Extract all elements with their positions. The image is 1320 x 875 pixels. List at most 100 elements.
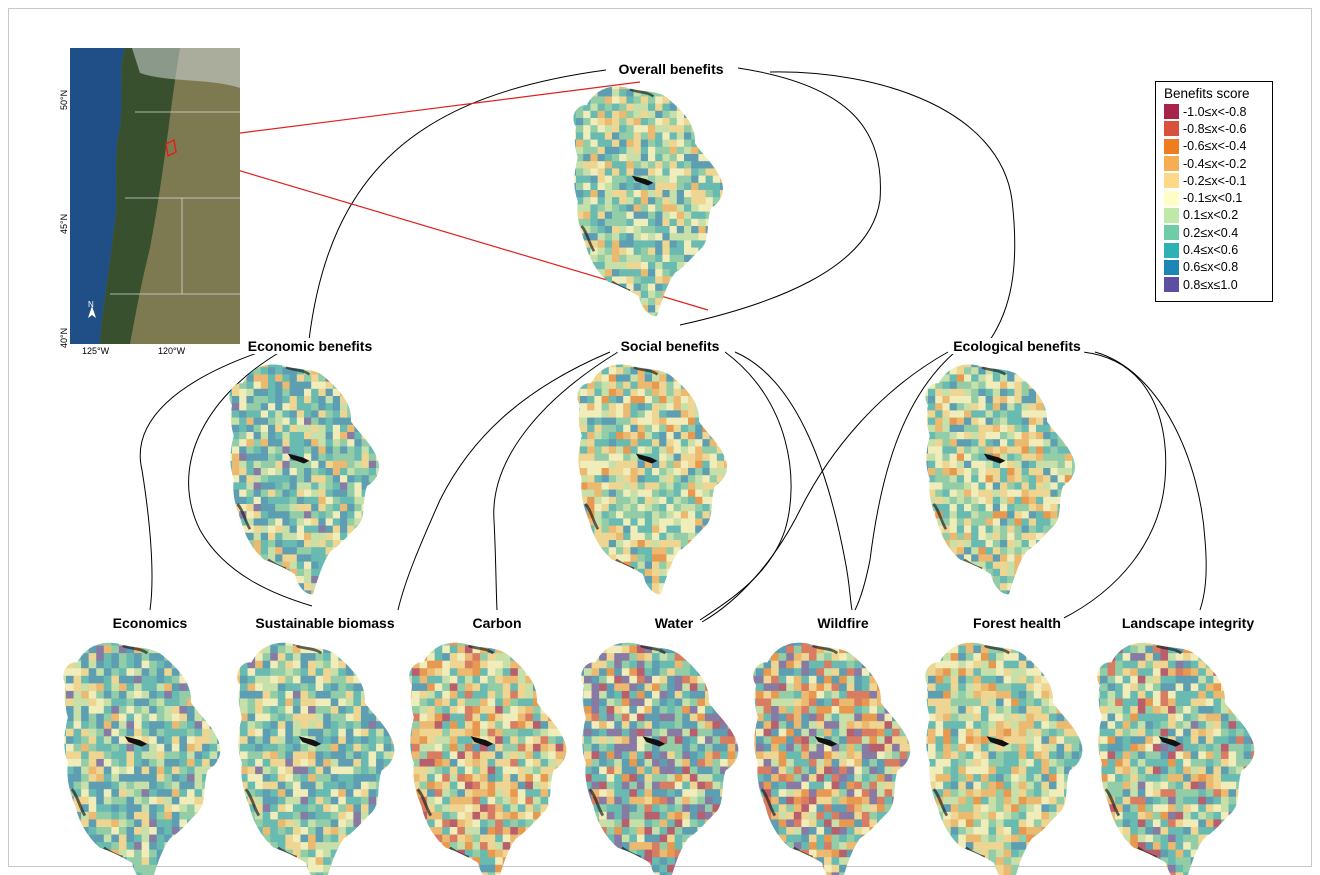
map-cell [935,396,943,404]
map-cell [126,713,135,722]
map-cell [978,453,987,462]
map-cell [164,690,173,699]
map-cell [1050,511,1059,519]
map-cell [361,583,370,591]
map-cell [1021,460,1030,469]
map-cell [391,713,395,722]
map-cell [246,417,255,426]
map-cell [666,468,675,476]
map-cell [315,713,324,722]
map-cell [517,736,526,745]
map-cell [345,864,354,873]
map-cell [1050,561,1059,570]
map-cell [1028,504,1037,512]
map-cell [340,489,348,498]
map-cell [971,489,979,498]
map-cell [985,417,994,426]
map-cell [340,410,348,419]
map-cell [275,396,283,404]
map-cell [1050,547,1059,555]
map-cell [563,751,567,760]
map-cell [1064,590,1073,595]
map-cell [487,698,496,707]
map-cell [246,475,255,483]
map-cell [156,653,165,662]
map-cell [673,468,682,476]
map-cell [434,774,443,783]
map-cell [325,590,334,595]
map-cell [1007,568,1015,577]
map-cell [246,525,255,534]
map-cell [368,367,377,375]
map-cell [580,568,588,577]
map-cell [275,547,283,555]
map-cell [111,781,120,790]
map-cell [964,424,972,433]
map-cell [702,432,711,440]
map-cell [956,460,965,469]
map-cell [171,811,180,820]
map-cell [597,204,606,213]
map-cell [171,675,180,684]
map-cell [709,410,718,419]
map-cell [720,298,723,306]
map-cell [956,439,965,447]
map-cell [648,182,656,191]
map-cell [217,834,221,843]
map-cell [353,642,362,647]
map-cell [540,789,549,798]
map-cell [1000,482,1008,491]
map-cell [597,161,606,169]
map-cell [240,736,249,745]
map-cell [268,453,276,462]
map-cell [601,453,610,462]
map-cell [88,675,97,684]
map-cell [949,439,958,447]
map-cell [134,690,143,699]
map-cell [925,590,929,595]
map-cell [347,554,355,563]
map-cell [637,381,646,390]
map-cell [434,796,443,805]
map-cell [942,568,951,577]
map-cell [630,417,639,426]
map-cell [194,766,203,775]
map-cell [368,743,377,752]
map-cell [275,518,283,527]
map-cell [308,698,317,707]
map-cell [601,460,610,469]
map-cell [338,758,347,767]
map-cell [594,381,603,390]
map-cell [716,475,725,483]
map-cell [111,789,120,798]
map-cell [676,204,685,213]
map-cell [300,758,309,767]
map-cell [391,849,395,858]
map-cell [525,642,534,647]
map-cell [662,247,671,256]
map-cell [716,554,725,563]
map-cell [688,453,696,462]
map-cell [285,864,294,873]
map-cell [716,525,725,534]
map-cell [296,561,305,570]
map-cell [949,482,958,491]
map-cell [688,374,696,383]
map-cell [323,842,332,851]
map-cell [368,781,377,790]
map-cell [103,864,112,873]
map-cell [275,381,283,390]
map-cell [666,439,675,447]
map-cell [1036,554,1044,563]
map-cell [164,796,173,805]
map-cell [73,849,82,858]
map-cell [956,475,965,483]
map-cell [325,432,334,440]
map-cell [640,146,649,155]
map-cell [325,475,334,483]
map-cell [1021,403,1030,411]
map-cell [323,743,332,752]
map-cell [260,410,269,419]
map-cell [1014,475,1023,483]
map-cell [330,819,339,828]
